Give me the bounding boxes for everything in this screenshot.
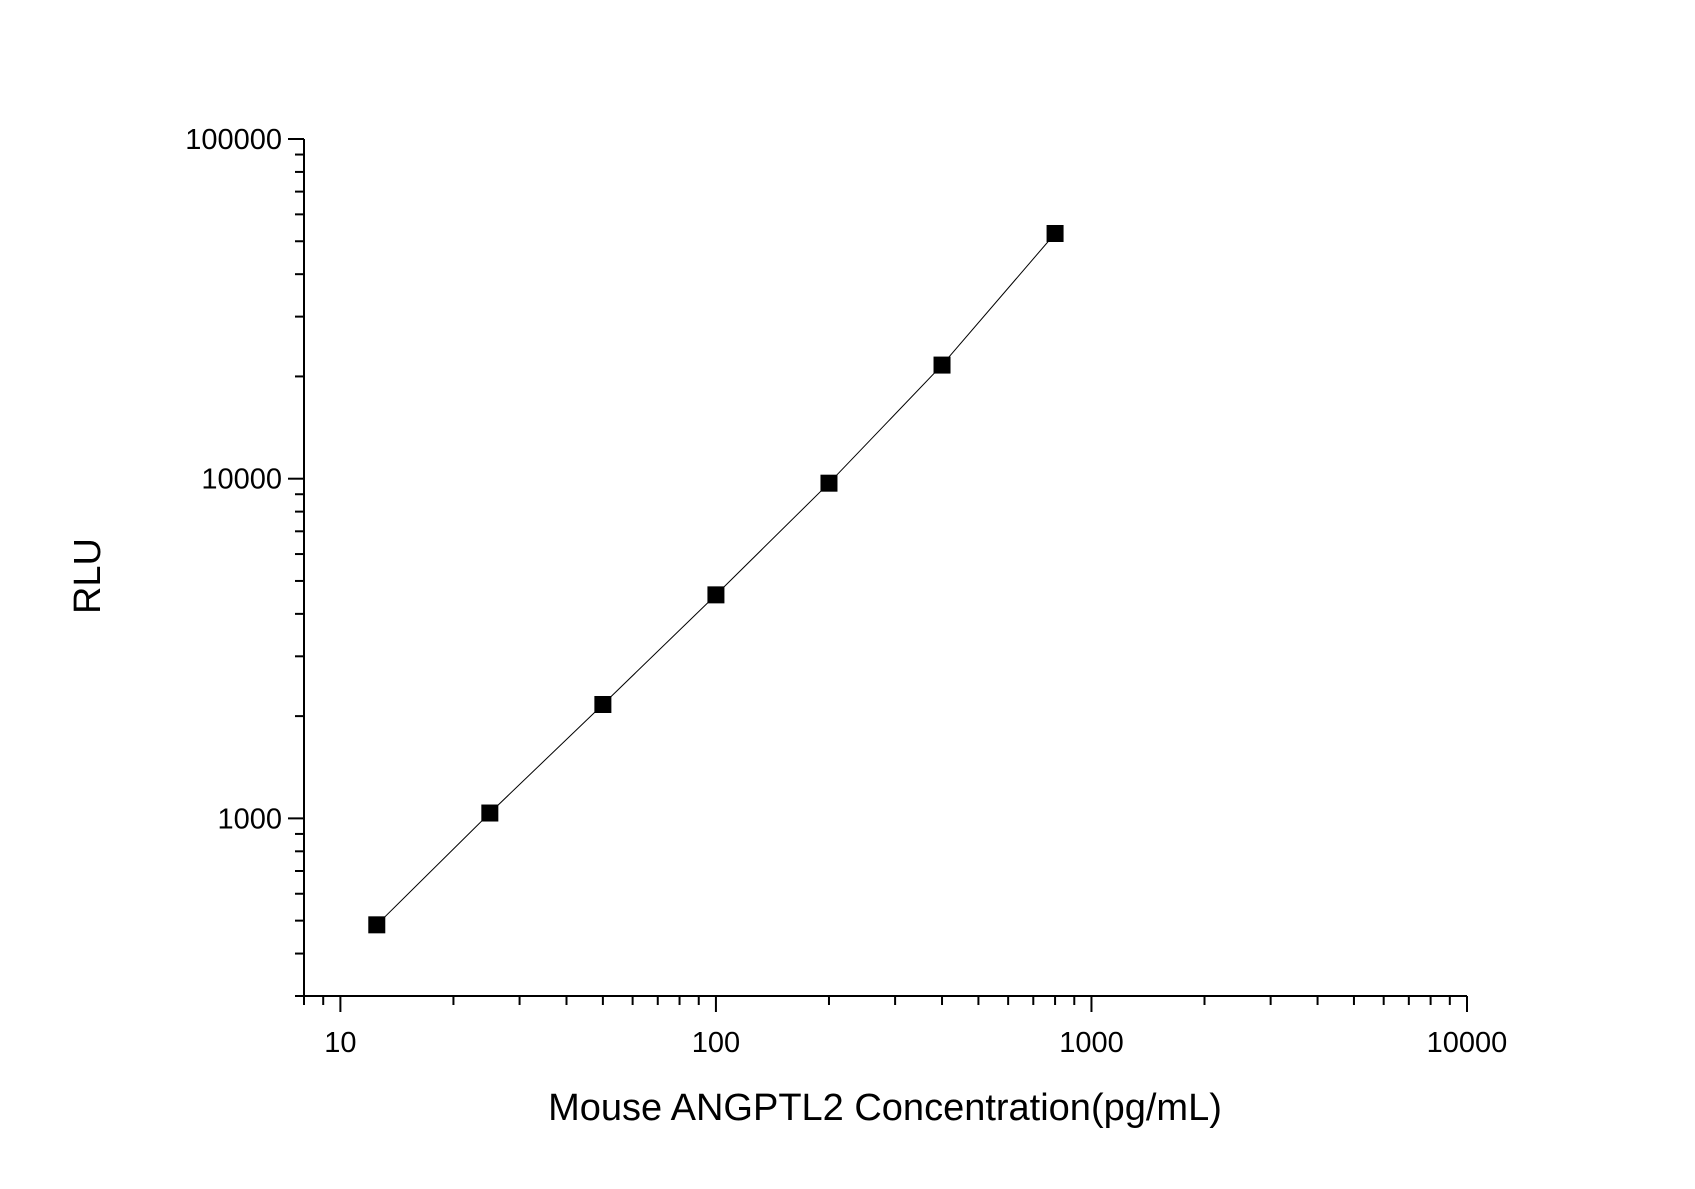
x-tick-label: 10000 (1427, 1027, 1508, 1059)
y-tick-label: 100000 (185, 124, 282, 156)
data-point (481, 804, 499, 822)
y-axis-title: RLU (67, 538, 109, 614)
y-tick-label: 10000 (201, 464, 282, 496)
x-tick-label: 10 (324, 1027, 356, 1059)
data-point (820, 474, 838, 492)
data-point (1046, 224, 1064, 242)
x-tick-label: 100 (692, 1027, 740, 1059)
data-point (368, 916, 386, 934)
fit-line (376, 233, 1056, 926)
x-tick-label: 1000 (1059, 1027, 1124, 1059)
y-tick-label: 1000 (217, 803, 282, 835)
data-point (594, 695, 612, 713)
x-axis-title: Mouse ANGPTL2 Concentration(pg/mL) (548, 1087, 1222, 1129)
data-point (707, 586, 725, 604)
data-point (933, 356, 951, 374)
